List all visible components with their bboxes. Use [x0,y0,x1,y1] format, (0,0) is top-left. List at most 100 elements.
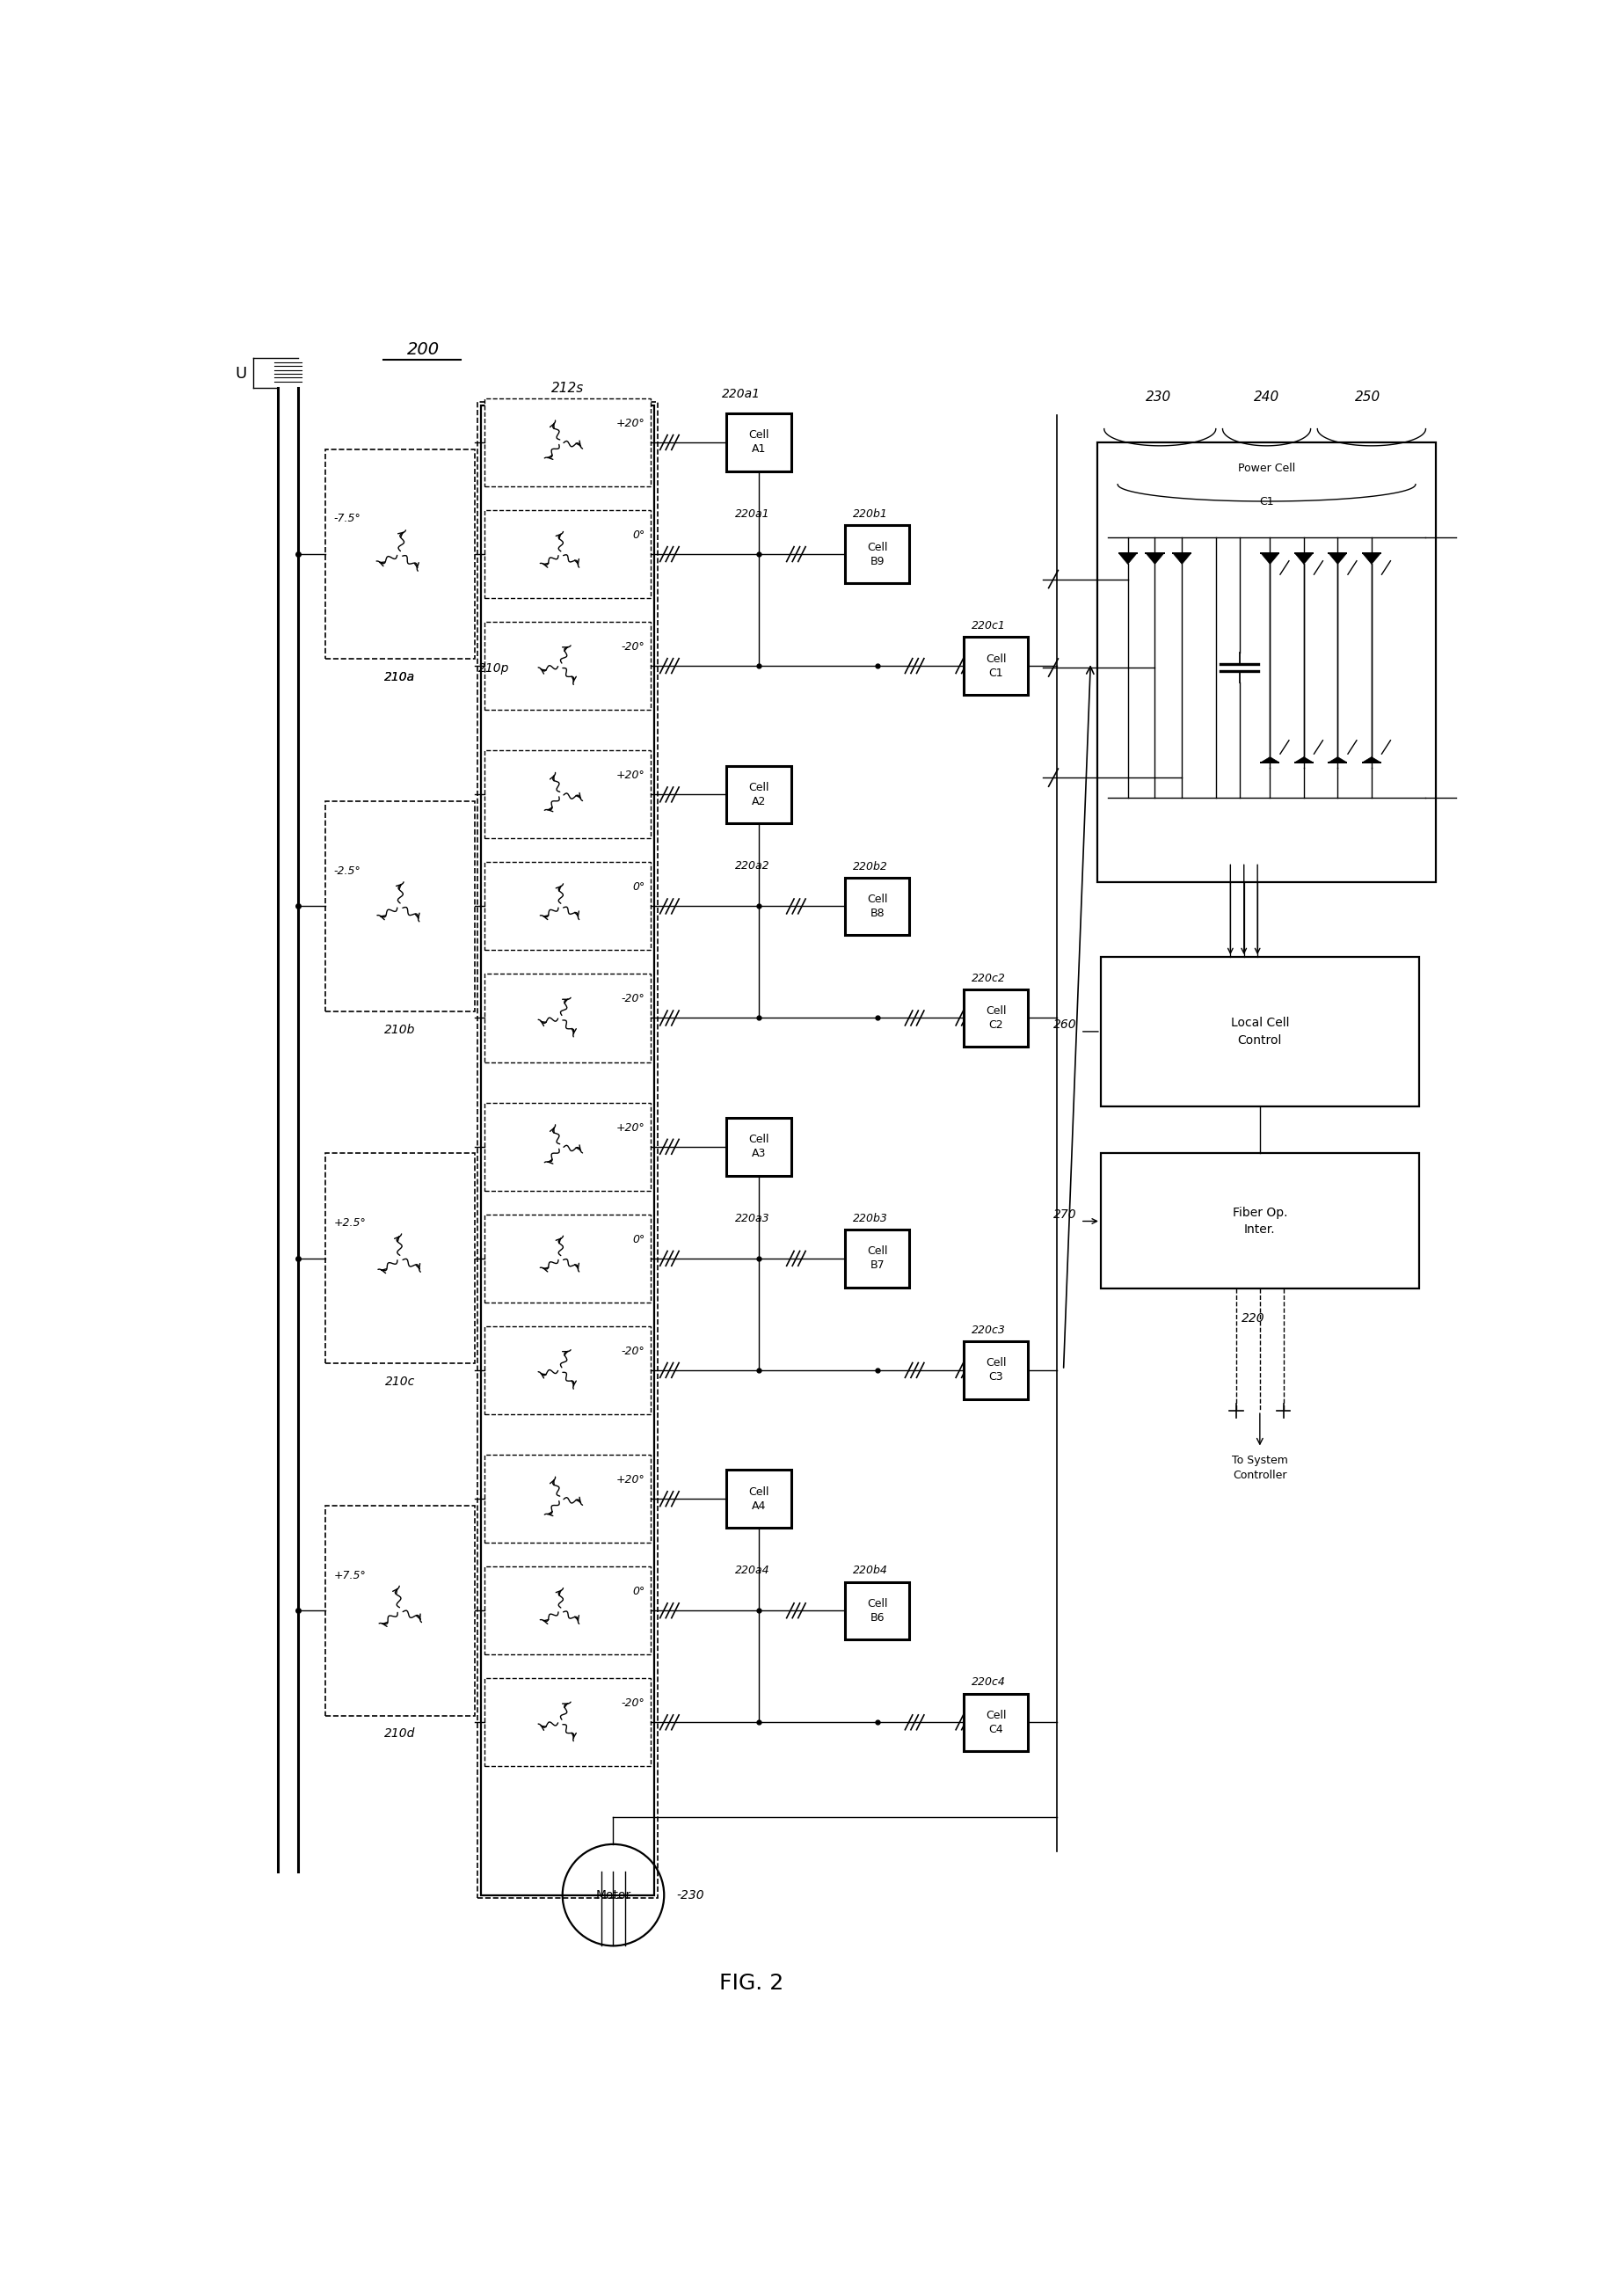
Text: Local Cell
Control: Local Cell Control [1231,1017,1289,1046]
Text: +20°: +20° [615,770,645,781]
Polygon shape [1294,554,1312,565]
Text: 220a2: 220a2 [734,860,770,872]
Text: 220a3: 220a3 [734,1212,770,1224]
Text: 210c: 210c [385,1376,416,1387]
Bar [325,1153,474,1364]
Text: 220b1: 220b1 [853,508,888,520]
Text: -20°: -20° [622,994,645,1006]
Polygon shape [1262,554,1278,565]
Text: +20°: +20° [615,418,645,429]
Text: 220: 220 [1241,1312,1265,1326]
Polygon shape [1294,756,1312,763]
Bar [484,863,651,951]
Text: 220a1: 220a1 [721,388,760,400]
Text: +2.5°: +2.5° [333,1217,365,1228]
Polygon shape [1328,554,1346,565]
Text: Power Cell: Power Cell [1237,463,1296,474]
Polygon shape [1328,756,1346,763]
Text: Cell
A4: Cell A4 [749,1487,770,1512]
Text: 220c3: 220c3 [971,1323,1007,1337]
Bar [726,765,791,824]
Text: 220b4: 220b4 [853,1564,888,1575]
Text: 250: 250 [1356,390,1380,404]
Text: +20°: +20° [615,1121,645,1133]
Text: -20°: -20° [622,1346,645,1357]
Bar [484,1326,651,1414]
Text: Cell
C4: Cell C4 [986,1709,1007,1734]
Text: 200: 200 [408,340,440,359]
Text: -20°: -20° [622,640,645,651]
Text: 220a4: 220a4 [734,1564,770,1575]
Bar [963,638,1028,695]
Bar [325,1505,474,1716]
Bar [484,974,651,1062]
Bar [844,878,909,935]
Text: 0°: 0° [633,881,645,892]
Bar [484,1214,651,1303]
Text: 210a: 210a [385,672,416,683]
Bar [726,1471,791,1528]
Bar [484,751,651,838]
Bar [844,524,909,583]
Bar [484,1566,651,1655]
Text: 0°: 0° [633,1235,645,1246]
Text: Cell
B6: Cell B6 [867,1598,888,1623]
Text: 212s: 212s [551,381,585,395]
Text: 220a1: 220a1 [734,508,770,520]
Text: -20°: -20° [622,1698,645,1709]
Text: +7.5°: +7.5° [333,1569,365,1582]
Text: 240: 240 [1254,390,1280,404]
Text: Cell
B7: Cell B7 [867,1246,888,1271]
Text: 210b: 210b [385,1024,416,1035]
Text: 220c4: 220c4 [971,1678,1007,1689]
Text: To System
Controller: To System Controller [1231,1455,1288,1482]
Bar [726,1117,791,1176]
Text: Cell
A2: Cell A2 [749,781,770,808]
Text: 210p: 210p [477,663,508,674]
Polygon shape [1363,756,1380,763]
Bar [726,413,791,472]
Text: Cell
C2: Cell C2 [986,1006,1007,1031]
Text: 230: 230 [1145,390,1171,404]
Text: 220b2: 220b2 [853,860,888,872]
Bar [325,801,474,1010]
Text: C1: C1 [1259,497,1273,508]
Polygon shape [1363,554,1380,565]
Text: Cell
B9: Cell B9 [867,540,888,568]
Text: 260: 260 [1054,1019,1077,1031]
Bar [325,449,474,658]
Bar [481,404,654,1895]
Bar [1101,958,1419,1105]
Bar [844,1230,909,1287]
Text: Cell
A1: Cell A1 [749,429,770,454]
Bar [963,1342,1028,1398]
Text: 210a: 210a [385,672,416,683]
Text: FIG. 2: FIG. 2 [719,1973,783,1993]
Polygon shape [1147,554,1164,565]
Text: Cell
C3: Cell C3 [986,1357,1007,1382]
Polygon shape [1262,756,1278,763]
Bar [484,1103,651,1192]
Text: Fiber Op.
Inter.: Fiber Op. Inter. [1233,1205,1288,1235]
Bar [484,511,651,597]
Text: +20°: +20° [615,1473,645,1485]
Text: 0°: 0° [633,529,645,540]
Text: U: U [235,365,247,381]
Text: 0°: 0° [633,1587,645,1598]
Text: Cell
C1: Cell C1 [986,654,1007,679]
Text: Motor: Motor [596,1889,632,1902]
Text: 220c1: 220c1 [971,620,1007,631]
Text: 220b3: 220b3 [853,1212,888,1224]
Text: Cell
B8: Cell B8 [867,894,888,919]
Bar [484,397,651,486]
Bar [844,1582,909,1639]
Text: -230: -230 [676,1889,705,1902]
Bar [963,1693,1028,1750]
Bar [484,1678,651,1766]
Bar [484,622,651,711]
Polygon shape [1119,554,1137,565]
Text: Cell
A3: Cell A3 [749,1135,770,1160]
Text: -2.5°: -2.5° [333,865,361,876]
Text: 210d: 210d [385,1727,416,1741]
Text: 220c2: 220c2 [971,972,1007,983]
